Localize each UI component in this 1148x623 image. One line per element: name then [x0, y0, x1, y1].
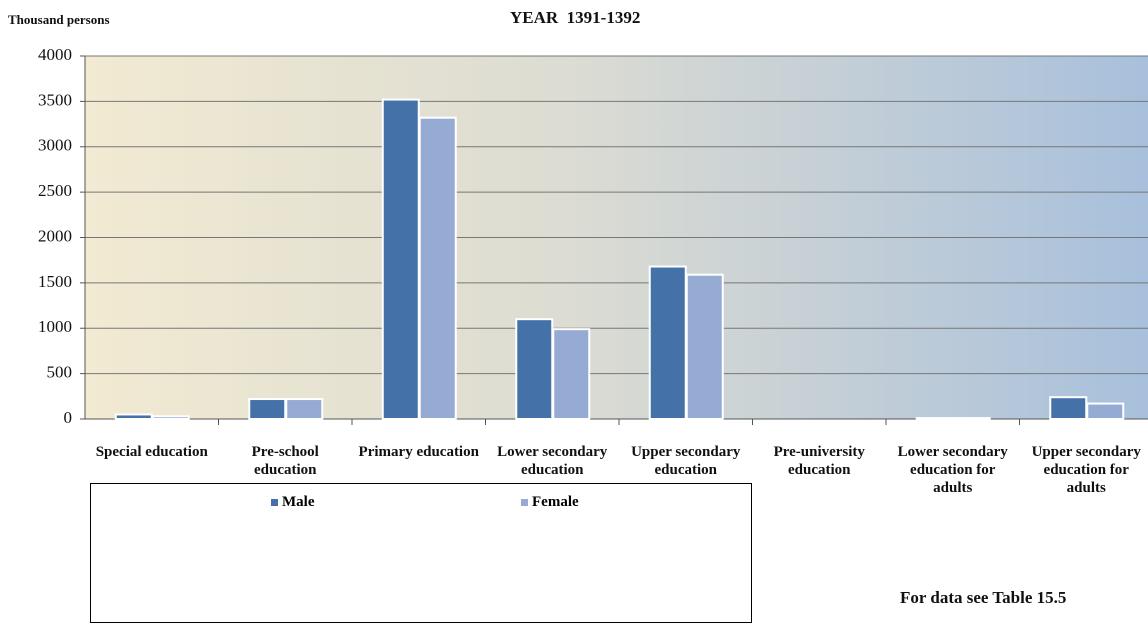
x-tick-label: Pre-school education	[251, 444, 319, 478]
y-tick-label: 4000	[38, 45, 72, 64]
chart-title: YEAR 1391-1392	[510, 8, 641, 27]
x-tick-label: Pre-university education	[773, 444, 865, 478]
legend-label: Male	[282, 494, 315, 510]
note: For data see Table 15.5	[900, 588, 1067, 607]
bar	[552, 328, 591, 420]
legend-swatch	[271, 499, 278, 506]
bar	[915, 417, 954, 420]
page: {"chart_data": {"type": "bar", "title": …	[8, 8, 1148, 623]
x-tick-label: Lower secondary education for adults	[897, 444, 1008, 496]
bar	[515, 318, 554, 420]
x-tick-label: Upper secondary education	[631, 444, 741, 478]
x-tick-label: Upper secondary education for adults	[1031, 444, 1141, 496]
legend-item: Male	[271, 494, 314, 511]
bar	[114, 413, 153, 420]
bar	[685, 273, 724, 420]
y-tick-label: 2000	[38, 226, 72, 245]
bar	[248, 398, 287, 421]
bar	[285, 398, 324, 421]
bar	[1049, 396, 1088, 421]
bar	[1086, 402, 1125, 421]
y-tick-label: 0	[64, 408, 73, 427]
bar	[648, 265, 687, 421]
legend: Male Female	[90, 483, 752, 623]
legend-swatch	[521, 499, 528, 506]
y-tick-label: 2500	[38, 181, 72, 200]
y-tick-label: 1500	[38, 272, 72, 291]
bar	[952, 417, 991, 420]
y-tick-label: 500	[47, 363, 73, 382]
legend-label: Female	[532, 494, 579, 510]
y-tick-label: 3000	[38, 136, 72, 155]
chart: 0 500 1000 1500 2000 2500 3000 3500 4000	[38, 45, 1148, 427]
legend-item: Female	[521, 494, 579, 511]
x-tick-label: Special education	[95, 444, 208, 460]
bar	[151, 415, 190, 420]
bar	[418, 116, 457, 421]
y-tick-label: 1000	[38, 317, 72, 336]
x-tick-label: Primary education	[358, 444, 479, 460]
y-axis-label: Thousand persons	[8, 12, 110, 27]
bar	[381, 98, 420, 420]
y-tick-label: 3500	[38, 90, 72, 109]
x-tick-label: Lower secondary education	[497, 444, 608, 478]
